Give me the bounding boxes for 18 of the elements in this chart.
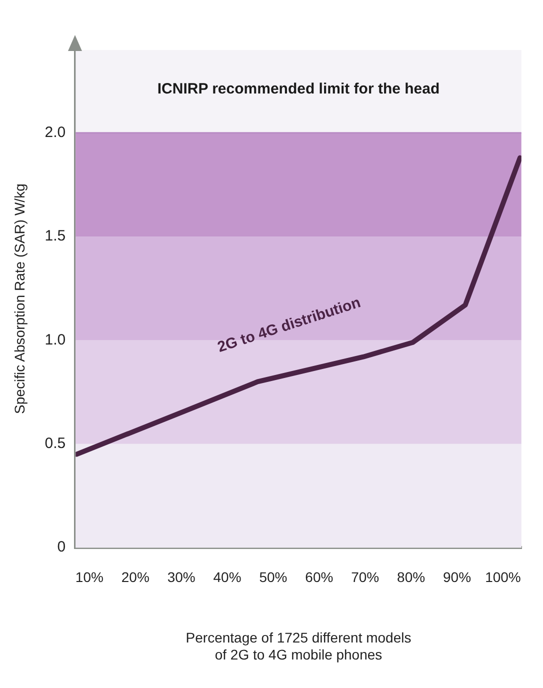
x-tick-label: 20% (121, 568, 150, 585)
x-tick-label: 40% (213, 568, 242, 585)
x-tick-label: 90% (443, 568, 472, 585)
x-tick-label: 80% (397, 568, 426, 585)
x-tick-label: 50% (259, 568, 288, 585)
y-tick-label: 0 (57, 538, 66, 556)
x-tick-label: 30% (167, 568, 196, 585)
y-tick-label: 1.5 (44, 228, 66, 245)
y-tick-label: 0.5 (44, 435, 66, 452)
y-tick-label: 1.0 (44, 331, 66, 348)
ref-line-label: ICNIRP recommended limit for the head (157, 80, 440, 98)
x-axis-title: Percentage of 1725 different models of 2G to 4G mobile phones (186, 630, 412, 662)
x-tick-label: 10% (75, 568, 104, 585)
y-axis-title: Specific Absorption Rate (SAR) W/kg (11, 184, 28, 414)
x-tick-label: 60% (305, 568, 334, 585)
x-tick-label: 100% (485, 568, 521, 585)
y-tick-label: 2.0 (44, 124, 66, 142)
x-tick-label: 70% (351, 568, 380, 585)
